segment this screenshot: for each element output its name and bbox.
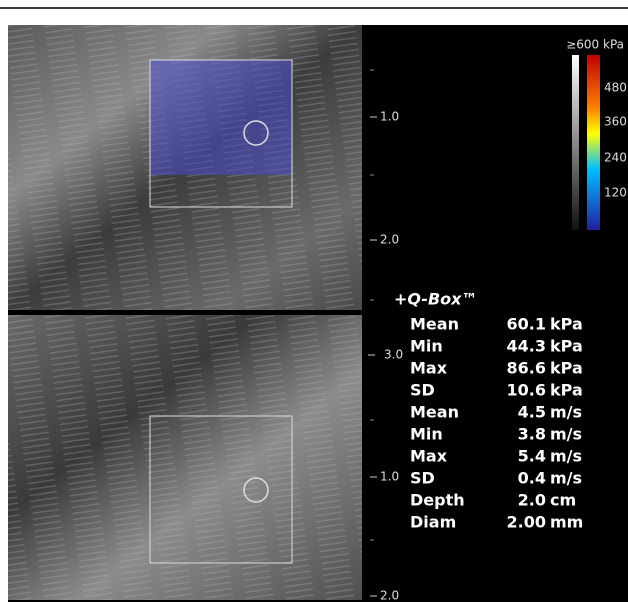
qbox-label: Min <box>410 425 443 444</box>
qbox-label: Max <box>410 359 448 378</box>
qbox-unit: mm <box>550 513 583 532</box>
scale-tick: 480 <box>604 81 627 95</box>
gray-bar <box>572 55 579 230</box>
qbox-unit: m/s <box>550 469 582 488</box>
depth-label: 2.0 <box>380 233 399 247</box>
color-bar <box>587 55 600 230</box>
qbox-value: 3.8 <box>518 425 546 444</box>
qbox-unit: kPa <box>550 359 583 378</box>
qbox-unit: m/s <box>550 447 582 466</box>
qbox-unit: cm <box>550 491 576 510</box>
texture <box>8 315 362 600</box>
qbox-label: Max <box>410 447 448 466</box>
qbox-label: Depth <box>410 491 465 510</box>
qbox-value: 2.0 <box>518 491 546 510</box>
qbox-label: SD <box>410 381 435 400</box>
qbox-label: Mean <box>410 315 459 334</box>
qbox-title: +Q-Box™ <box>394 290 477 309</box>
scale-tick: 120 <box>604 186 627 200</box>
qbox-unit: m/s <box>550 425 582 444</box>
qbox-unit: kPa <box>550 381 583 400</box>
qbox-label: Mean <box>410 403 459 422</box>
qbox-value: 0.4 <box>518 469 546 488</box>
qbox-label: Min <box>410 337 443 356</box>
screenshot: ≥600 kPa 480 360 240 120 1.0 2.0 3.0 1.0 2.0 +Q-Bo… <box>0 0 628 602</box>
qbox-unit: m/s <box>550 403 582 422</box>
depth-label: 1.0 <box>380 470 399 484</box>
scale-tick: 240 <box>604 151 627 165</box>
qbox-value: 44.3 <box>507 337 546 356</box>
depth-label: 2.0 <box>380 589 399 602</box>
qbox-unit: kPa <box>550 315 583 334</box>
depth-label: 3.0 <box>384 348 403 362</box>
qbox-value: 10.6 <box>507 381 546 400</box>
depth-label: 1.0 <box>380 110 399 124</box>
scale-tick: 360 <box>604 115 627 129</box>
qbox-value: 86.6 <box>507 359 546 378</box>
qbox-unit: kPa <box>550 337 583 356</box>
qbox-value: 5.4 <box>518 447 546 466</box>
scale-title: ≥600 kPa <box>566 38 624 52</box>
qbox-value: 2.00 <box>507 513 546 532</box>
elasticity-overlay <box>150 60 292 175</box>
qbox-value: 60.1 <box>507 315 546 334</box>
qbox-value: 4.5 <box>518 403 546 422</box>
qbox-label: Diam <box>410 513 456 532</box>
page: ≥600 kPa 480 360 240 120 1.0 2.0 3.0 1.0 2.0 +Q-Bo… <box>0 0 628 602</box>
qbox-label: SD <box>410 469 435 488</box>
